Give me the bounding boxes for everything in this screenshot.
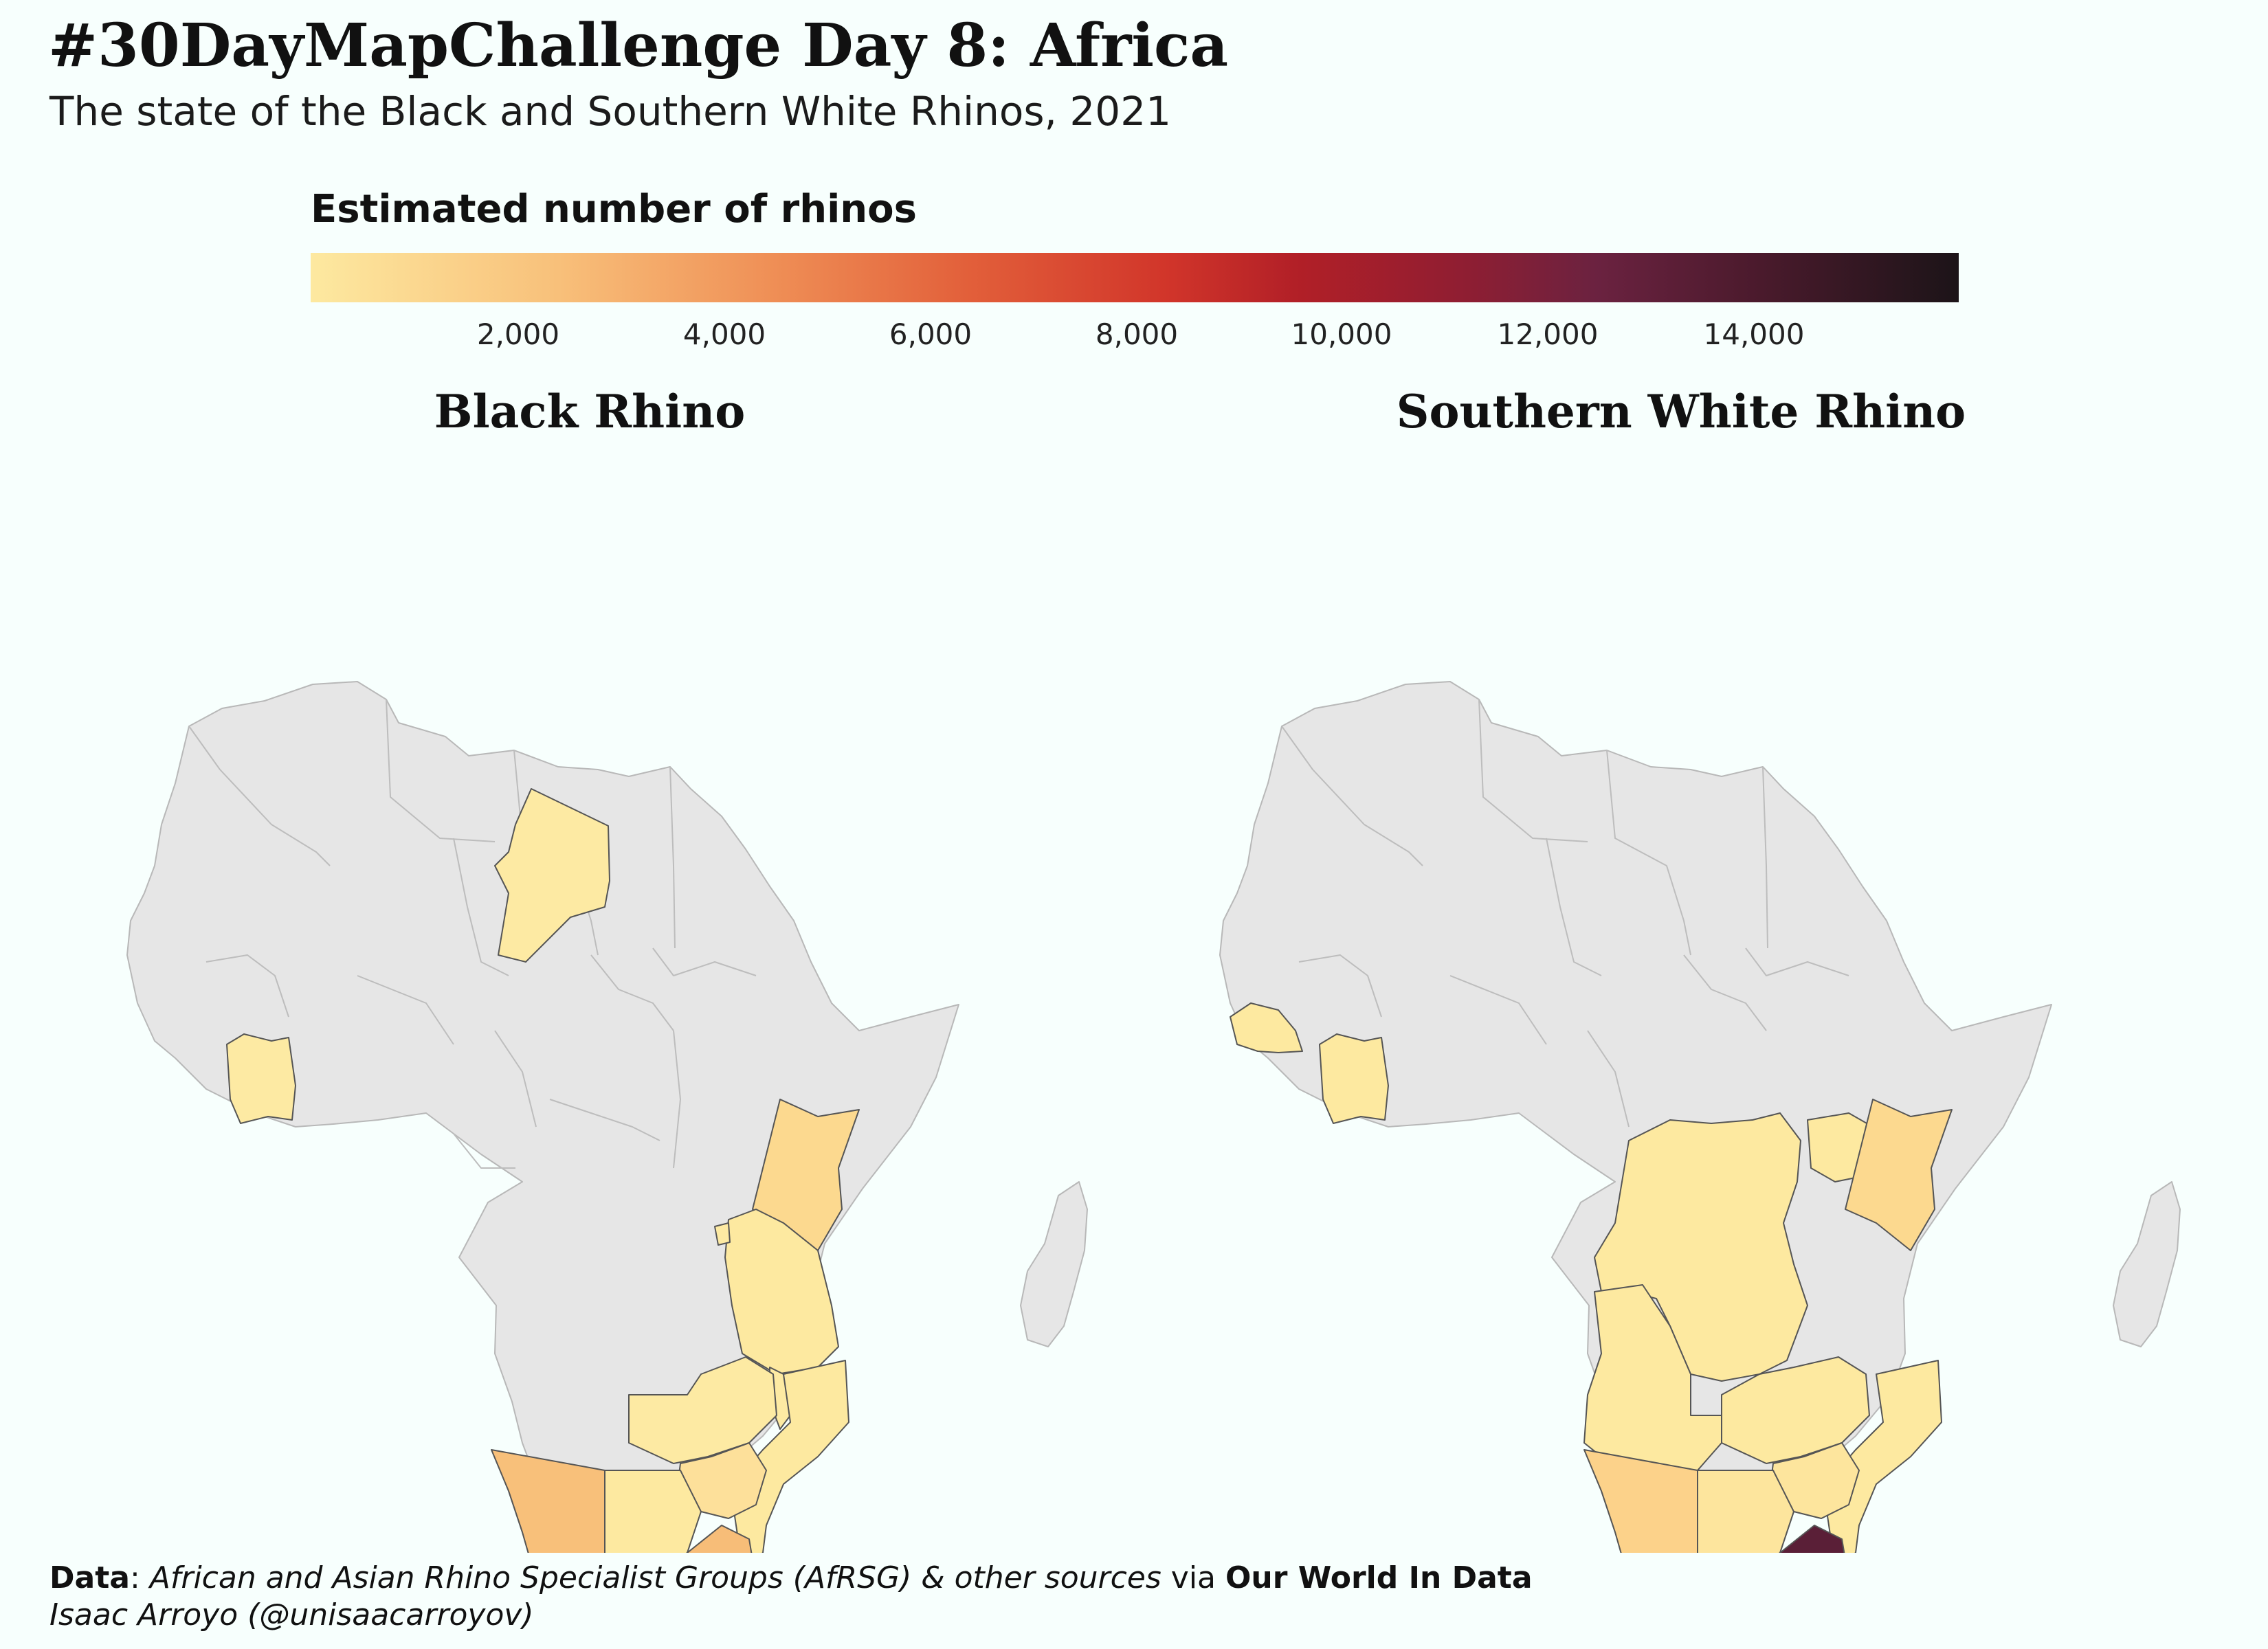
map-title-black-rhino: Black Rhino <box>434 385 746 438</box>
caption-source-line: Data: African and Asian Rhino Specialist… <box>49 1560 1533 1595</box>
africa-map-svg <box>126 681 1088 1649</box>
chart-title: #30DayMapChallenge Day 8: Africa <box>48 11 1229 80</box>
caption-source: African and Asian Rhino Specialist Group… <box>149 1560 1161 1595</box>
legend-tick-label: 8,000 <box>1095 317 1179 351</box>
legend-tick-label: 10,000 <box>1291 317 1392 351</box>
legend-tick-label: 6,000 <box>889 317 972 351</box>
madagascar <box>2113 1181 2181 1347</box>
legend-tick-label: 14,000 <box>1703 317 1805 351</box>
caption-author: Isaac Arroyo (@unisaacarroyov) <box>49 1597 534 1633</box>
region-angola <box>1583 1284 1722 1471</box>
region-botswana <box>604 1470 702 1602</box>
caption-publisher: Our World In Data <box>1225 1560 1533 1595</box>
caption: Data: African and Asian Rhino Specialist… <box>49 1560 1533 1634</box>
caption-data-label: Data <box>49 1560 130 1595</box>
region-botswana <box>1697 1470 1794 1602</box>
africa-map-southern-white-rhino <box>1161 481 2261 1649</box>
chart-subtitle: The state of the Black and Southern Whit… <box>49 88 1172 135</box>
legend-ticks: 2,000 4,000 6,000 8,000 10,000 12,000 14… <box>311 302 1959 364</box>
madagascar <box>1020 1181 1088 1347</box>
legend-tick-label: 12,000 <box>1497 317 1599 351</box>
legend-tick-label: 4,000 <box>682 317 766 351</box>
region-tanzania <box>724 1209 839 1375</box>
map-title-southern-white-rhino: Southern White Rhino <box>1396 385 1966 438</box>
region-cote-divoire <box>1319 1033 1389 1124</box>
legend-title: Estimated number of rhinos <box>311 187 917 232</box>
region-kenya <box>752 1099 860 1251</box>
africa-map-svg <box>1219 681 2181 1649</box>
region-zambia <box>628 1356 777 1464</box>
region-rwanda <box>714 1222 731 1246</box>
africa-map-black-rhino <box>69 481 1168 1649</box>
region-chad <box>494 788 610 963</box>
legend-colorbar <box>311 253 1959 302</box>
region-zambia <box>1721 1356 1870 1464</box>
legend-tick-label: 2,000 <box>476 317 560 351</box>
caption-via: via <box>1170 1560 1216 1595</box>
region-senegal <box>1230 1002 1303 1053</box>
region-drc <box>1594 1112 1808 1382</box>
region-kenya <box>1845 1099 1953 1251</box>
region-cote-divoire <box>226 1033 296 1124</box>
